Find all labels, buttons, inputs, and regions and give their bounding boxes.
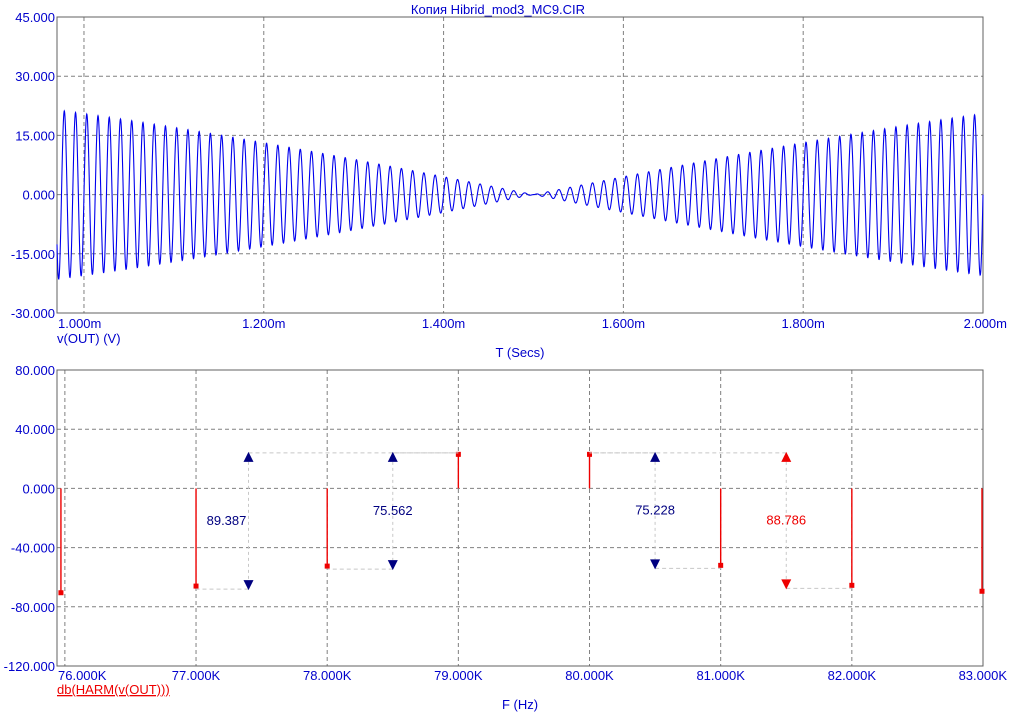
series-line-vout: [56, 109, 984, 280]
x-tick-label: 78.000K: [303, 668, 352, 683]
bottom-x-axis-label: F (Hz): [502, 697, 538, 712]
plot-border: [56, 369, 984, 667]
marker-arrow-up: [387, 451, 398, 462]
y-tick-label: -15.000: [11, 247, 55, 262]
y-tick-label: 0.000: [22, 188, 55, 203]
y-tick-label: 0.000: [22, 481, 55, 496]
spectral-point: [324, 563, 330, 569]
y-tick-label: 30.000: [15, 69, 55, 84]
x-tick-label: 80.000K: [565, 668, 614, 683]
marker-arrow-down: [650, 559, 661, 570]
y-tick-label: 40.000: [15, 422, 55, 437]
x-tick-label: 83.000K: [959, 668, 1008, 683]
spectral-point: [587, 451, 593, 457]
marker-label: 89.387: [207, 513, 247, 528]
bottom-series-label: db(HARM(v(OUT))): [57, 682, 170, 697]
marker-label: 75.562: [373, 503, 413, 518]
marker-arrow-up: [781, 451, 792, 462]
top-series-label: v(OUT) (V): [57, 331, 121, 346]
y-tick-label: -30.000: [11, 306, 55, 321]
marker-label: 88.786: [766, 513, 806, 528]
marker-arrow-down: [781, 579, 792, 590]
marker-arrow-up: [650, 451, 661, 462]
x-tick-label: 79.000K: [434, 668, 483, 683]
x-tick-label: 1.000m: [58, 316, 101, 331]
y-tick-label: 80.000: [15, 363, 55, 378]
marker-arrow-down: [243, 580, 254, 591]
time-domain-plot: 1.000m 1.200m 1.400m 1.600m 1.800m 2.000m 45.0…: [11, 10, 1007, 331]
y-tick-label: 15.000: [15, 128, 55, 143]
x-tick-label: 1.400m: [422, 316, 465, 331]
x-tick-label: 2.000m: [964, 316, 1007, 331]
x-tick-label: 82.000K: [828, 668, 877, 683]
y-tick-label: -120.000: [4, 659, 55, 674]
spectral-point: [849, 582, 855, 588]
x-tick-label: 76.000K: [58, 668, 107, 683]
marker-arrow-down: [387, 560, 398, 571]
chart-title: Копия Hibrid_mod3_MC9.CIR: [411, 2, 585, 17]
x-tick-label: 1.800m: [782, 316, 825, 331]
y-tick-label: 45.000: [15, 10, 55, 25]
spectral-point: [58, 590, 64, 596]
y-tick-label: -80.000: [11, 600, 55, 615]
marker-label: 75.228: [635, 503, 675, 518]
x-tick-label: 77.000K: [172, 668, 221, 683]
x-tick-label: 81.000K: [696, 668, 745, 683]
y-tick-label: -40.000: [11, 541, 55, 556]
spectrum-plot: 76.000K 77.000K 78.000K 79.000K 80.000K 81.00…: [4, 363, 1008, 683]
spectral-point: [979, 588, 985, 594]
marker-arrow-up: [243, 451, 254, 462]
top-x-axis-label: T (Secs): [496, 345, 545, 360]
spectral-point: [718, 562, 724, 568]
spectral-point: [193, 583, 199, 589]
x-tick-label: 1.200m: [242, 316, 285, 331]
x-tick-label: 1.600m: [602, 316, 645, 331]
spectral-point: [455, 451, 461, 457]
plot-border: [56, 16, 984, 314]
